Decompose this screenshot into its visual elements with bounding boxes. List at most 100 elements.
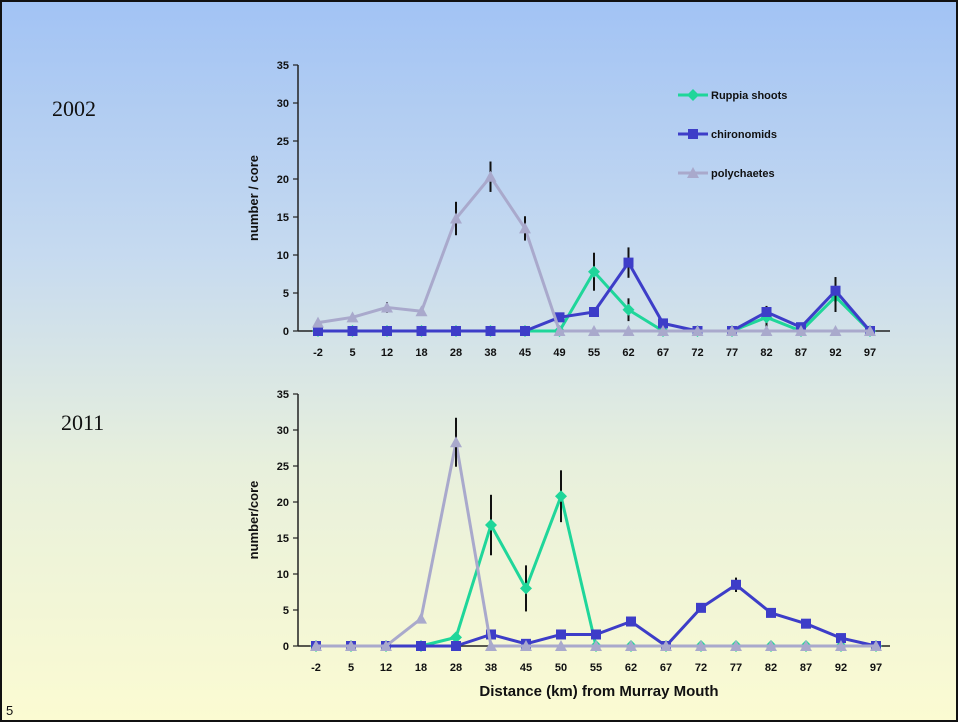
data-point [795, 325, 807, 336]
x-tick-label: 62 [622, 347, 634, 359]
y-tick-label: 15 [277, 212, 289, 224]
x-tick-label: 12 [380, 662, 392, 674]
y-axis-label: number / core [246, 155, 261, 241]
series-ruppia-shoots [310, 470, 882, 652]
data-point [660, 640, 672, 651]
data-point [416, 326, 427, 336]
x-tick-label: 55 [588, 347, 600, 359]
x-tick-label: 82 [760, 347, 772, 359]
data-point [761, 307, 772, 317]
data-point [801, 618, 811, 629]
y-tick-label: 10 [277, 569, 289, 581]
y-tick-label: 20 [277, 174, 289, 186]
data-point [626, 616, 636, 627]
data-point [835, 640, 847, 651]
y-tick-label: 25 [277, 136, 289, 148]
x-tick-label: 87 [795, 347, 807, 359]
data-point [520, 640, 532, 651]
x-tick-label: 77 [726, 347, 738, 359]
series-line [316, 440, 876, 648]
x-tick-label: 49 [553, 347, 565, 359]
data-point [623, 257, 634, 268]
data-point [622, 303, 635, 316]
series-polychaetes [310, 417, 882, 651]
data-point [519, 222, 531, 234]
data-point [556, 629, 566, 640]
data-point [691, 325, 704, 336]
data-point [588, 325, 600, 336]
legend-marker [688, 129, 698, 139]
data-point [554, 312, 565, 323]
data-point [760, 325, 773, 336]
x-tick-label: 50 [555, 662, 567, 674]
y-tick-label: 25 [277, 461, 289, 473]
data-point [555, 490, 567, 503]
y-axis-label: number/core [246, 481, 261, 560]
legend-label: Ruppia shoots [711, 90, 787, 102]
data-point [864, 325, 876, 336]
data-point [485, 519, 497, 532]
data-point [657, 325, 669, 336]
data-point [416, 641, 426, 651]
data-point [726, 325, 738, 336]
y-tick-label: 0 [283, 326, 289, 338]
x-tick-label: 45 [520, 662, 532, 674]
x-tick-label: 92 [829, 347, 841, 359]
data-point [450, 631, 462, 644]
x-tick-label: 45 [519, 347, 531, 359]
x-tick-label: 67 [657, 347, 669, 359]
y-tick-label: 35 [277, 60, 289, 72]
data-point [765, 640, 777, 651]
x-tick-label: 87 [800, 662, 812, 674]
legend-marker [687, 89, 699, 101]
x-tick-label: 55 [590, 662, 602, 674]
data-point [451, 641, 461, 651]
x-tick-label: 28 [450, 347, 462, 359]
y-tick-label: 5 [283, 288, 289, 300]
data-point [415, 612, 427, 624]
x-tick-label: 97 [864, 347, 876, 359]
data-point [450, 436, 462, 448]
data-point [345, 640, 357, 651]
x-tick-label: 38 [484, 347, 496, 359]
year-label-2002: 2002 [52, 96, 96, 121]
chart-2: 0 5 10 15 20 25 30 35 -2 5 12 18 28 38 45 50 55 62 67 72 77 8… [246, 389, 890, 700]
legend-label: polychaetes [711, 168, 775, 180]
data-point [800, 640, 812, 651]
x-tick-label: 72 [691, 347, 703, 359]
legend-label: chironomids [711, 129, 777, 141]
data-point [730, 640, 742, 651]
data-point [346, 311, 359, 323]
data-point [553, 325, 566, 336]
year-label-2011: 2011 [61, 410, 105, 435]
x-tick-label: 18 [415, 347, 427, 359]
data-point [622, 325, 635, 336]
data-point [484, 170, 497, 182]
y-tick-label: 10 [277, 250, 289, 262]
series-line [316, 494, 876, 648]
data-point [520, 582, 532, 595]
data-point [588, 265, 600, 278]
x-tick-label: 62 [625, 662, 637, 674]
data-point [766, 607, 776, 618]
data-point [486, 629, 496, 640]
data-point [450, 212, 462, 224]
y-tick-label: 20 [277, 497, 289, 509]
chart-1: 0 5 10 15 20 25 30 35 -2 5 12 18 28 38 45 49 55 62 67 72 77 8… [246, 60, 890, 359]
data-point [829, 325, 842, 336]
data-point [696, 602, 706, 613]
x-tick-label: 67 [660, 662, 672, 674]
x-tick-label: 18 [415, 662, 427, 674]
series-polychaetes [312, 161, 876, 336]
y-tick-label: 30 [277, 98, 289, 110]
x-tick-label: 92 [835, 662, 847, 674]
data-point [520, 326, 530, 336]
data-point [312, 316, 324, 328]
data-point [380, 640, 392, 651]
legend: Ruppia shoots chironomids polychaetes [678, 89, 787, 180]
data-point [485, 326, 496, 336]
x-tick-label: 5 [348, 662, 354, 674]
data-point [415, 305, 428, 317]
x-tick-label: 28 [450, 662, 462, 674]
